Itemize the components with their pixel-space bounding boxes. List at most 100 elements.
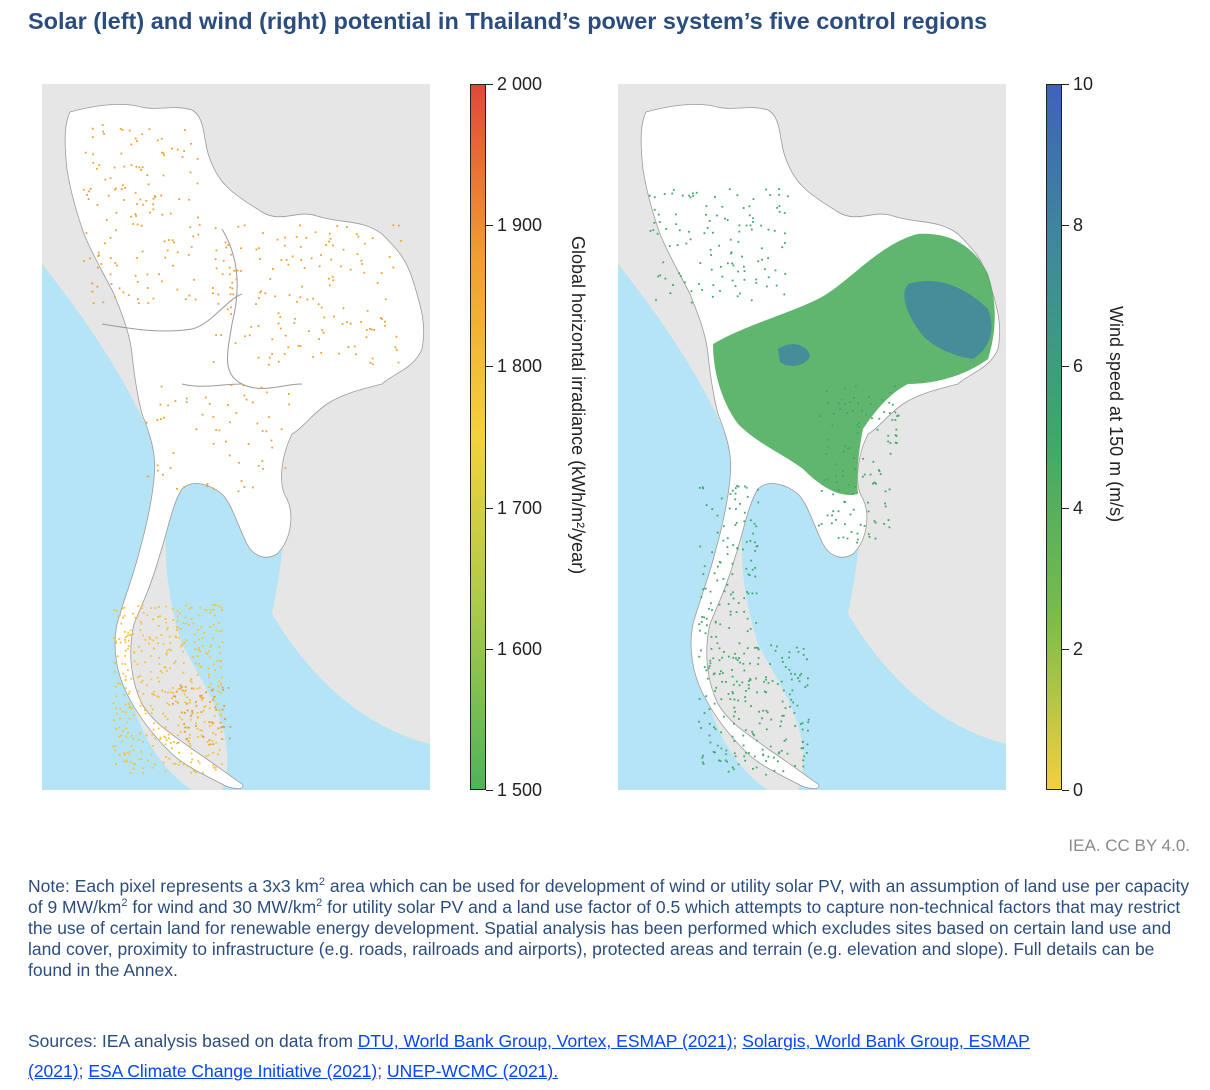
potential-pixel — [137, 298, 139, 300]
potential-pixel — [743, 669, 746, 672]
potential-pixel — [183, 711, 186, 714]
potential-pixel — [713, 672, 716, 675]
potential-pixel — [820, 523, 823, 525]
potential-pixel — [299, 345, 302, 347]
potential-pixel — [179, 684, 182, 687]
potential-pixel — [199, 729, 202, 731]
potential-pixel — [718, 647, 721, 650]
potential-pixel — [780, 680, 783, 683]
potential-pixel — [727, 603, 730, 605]
potential-pixel — [794, 673, 796, 676]
source-link-unep[interactable]: UNEP-WCMC (2021). — [386, 1061, 559, 1081]
potential-pixel — [206, 483, 209, 485]
potential-pixel — [228, 243, 231, 246]
potential-pixel — [746, 647, 749, 650]
potential-pixel — [211, 740, 214, 742]
potential-pixel — [123, 760, 126, 763]
potential-pixel — [773, 756, 775, 759]
potential-pixel — [190, 752, 193, 755]
potential-pixel — [869, 473, 872, 476]
potential-pixel — [737, 763, 740, 766]
potential-pixel — [847, 484, 850, 486]
potential-pixel — [147, 475, 149, 478]
solar-tick-label: 1 800 — [497, 356, 543, 377]
potential-pixel — [724, 217, 726, 220]
source-link-esa[interactable]: ESA Climate Change Initiative (2021) — [88, 1061, 378, 1081]
potential-pixel — [807, 718, 810, 721]
potential-pixel — [371, 237, 374, 239]
potential-pixel — [215, 267, 218, 270]
potential-pixel — [722, 672, 724, 674]
potential-pixel — [209, 683, 212, 685]
potential-pixel — [884, 505, 887, 508]
potential-pixel — [109, 177, 112, 180]
potential-pixel — [709, 741, 712, 744]
potential-pixel — [220, 606, 223, 609]
potential-pixel — [214, 258, 217, 261]
potential-pixel — [178, 763, 180, 766]
potential-pixel — [119, 683, 122, 685]
potential-pixel — [182, 662, 185, 664]
potential-pixel — [142, 203, 145, 206]
potential-pixel — [723, 525, 725, 528]
potential-pixel — [777, 752, 780, 755]
potential-pixel — [171, 697, 173, 699]
potential-pixel — [312, 297, 314, 300]
potential-pixel — [745, 541, 748, 543]
potential-pixel — [183, 486, 186, 489]
source-link-dtu[interactable]: DTU, World Bank Group, Vortex, ESMAP (20… — [357, 1031, 733, 1051]
potential-pixel — [743, 597, 746, 600]
potential-pixel — [165, 652, 168, 654]
potential-pixel — [115, 763, 118, 765]
potential-pixel — [193, 687, 195, 690]
wind-tick-label: 4 — [1073, 497, 1084, 518]
potential-pixel — [193, 641, 196, 643]
potential-pixel — [154, 737, 156, 740]
potential-pixel — [122, 616, 124, 619]
potential-pixel — [780, 720, 783, 723]
potential-pixel — [789, 705, 791, 708]
potential-pixel — [767, 257, 769, 260]
potential-pixel — [212, 743, 215, 746]
potential-pixel — [280, 428, 283, 431]
potential-pixel — [141, 604, 144, 607]
potential-pixel — [217, 727, 220, 730]
potential-pixel — [122, 291, 125, 294]
potential-pixel — [164, 715, 167, 718]
sources-prefix: Sources: IEA analysis based on data from — [28, 1031, 358, 1051]
potential-pixel — [702, 573, 705, 575]
potential-pixel — [140, 681, 143, 684]
potential-pixel — [213, 614, 216, 617]
potential-pixel — [887, 519, 890, 521]
potential-pixel — [189, 734, 191, 736]
potential-pixel — [818, 524, 820, 527]
potential-pixel — [355, 233, 358, 236]
potential-pixel — [212, 361, 215, 363]
potential-pixel — [185, 639, 188, 642]
wind-high-speed-area — [778, 280, 992, 366]
potential-pixel — [729, 698, 732, 700]
potential-pixel — [154, 196, 157, 199]
potential-pixel — [805, 752, 808, 754]
potential-pixel — [732, 768, 735, 771]
potential-pixel — [214, 733, 217, 736]
potential-pixel — [738, 657, 740, 659]
potential-pixel — [166, 649, 169, 652]
potential-pixel — [116, 264, 118, 267]
potential-pixel — [788, 693, 791, 696]
potential-pixel — [773, 769, 776, 772]
potential-pixel — [769, 194, 772, 196]
potential-pixel — [180, 628, 182, 630]
potential-pixel — [856, 532, 859, 535]
potential-pixel — [712, 295, 714, 298]
potential-pixel — [169, 742, 172, 744]
potential-pixel — [162, 174, 165, 177]
potential-pixel — [652, 229, 655, 231]
potential-pixel — [171, 239, 174, 242]
potential-pixel — [703, 616, 705, 619]
source-link-solargis[interactable]: Solargis, World Bank Group, ESMAP (2021) — [28, 1031, 1030, 1081]
potential-pixel — [124, 675, 127, 678]
potential-pixel — [757, 648, 760, 651]
potential-pixel — [384, 324, 386, 327]
potential-pixel — [176, 734, 179, 737]
